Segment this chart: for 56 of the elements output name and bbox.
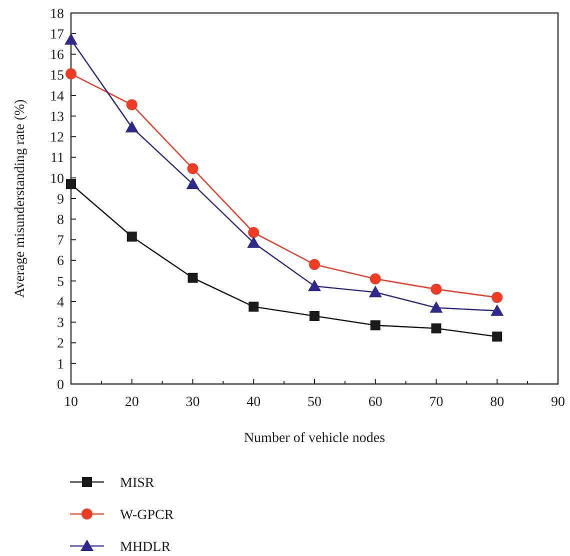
legend-label: MHDLR bbox=[120, 540, 172, 555]
y-tick-label: 16 bbox=[50, 48, 64, 64]
y-tick-label: 10 bbox=[50, 172, 64, 187]
point bbox=[126, 99, 138, 110]
y-axis-title: Average misunderstanding rate (%) bbox=[13, 98, 28, 298]
y-tick-label: 12 bbox=[50, 130, 64, 146]
legend-label: W-GPCR bbox=[120, 508, 174, 523]
x-tick-label: 30 bbox=[186, 395, 200, 410]
y-tick-label: 0 bbox=[57, 378, 64, 393]
point bbox=[310, 310, 320, 321]
y-tick-label: 14 bbox=[50, 89, 64, 104]
x-tick-label: 70 bbox=[429, 395, 444, 410]
point bbox=[248, 302, 259, 312]
x-tick-label: 50 bbox=[308, 395, 322, 410]
point bbox=[492, 292, 503, 303]
x-tick-label: 40 bbox=[246, 395, 261, 410]
y-tick-label: 5 bbox=[57, 274, 64, 290]
y-tick-label: 8 bbox=[57, 213, 64, 228]
point bbox=[66, 179, 76, 190]
point bbox=[430, 301, 443, 313]
point bbox=[490, 304, 504, 316]
x-tick-label: 20 bbox=[124, 395, 139, 410]
x-tick-label: 80 bbox=[490, 395, 504, 410]
point bbox=[187, 163, 198, 174]
y-tick-label: 1 bbox=[57, 357, 64, 372]
point bbox=[492, 332, 502, 342]
point bbox=[430, 284, 442, 295]
point bbox=[125, 120, 138, 132]
point bbox=[368, 286, 382, 298]
y-tick-label: 13 bbox=[50, 110, 64, 125]
point bbox=[248, 227, 260, 238]
y-tick-label: 3 bbox=[57, 316, 64, 332]
x-axis-title: Number of vehicle nodes bbox=[244, 431, 386, 446]
point bbox=[309, 258, 320, 270]
x-tick-label: 60 bbox=[368, 395, 382, 410]
point bbox=[370, 320, 380, 330]
y-tick-label: 6 bbox=[57, 254, 64, 270]
point bbox=[308, 280, 321, 292]
point bbox=[66, 68, 76, 80]
y-tick-label: 18 bbox=[50, 6, 64, 22]
y-tick-label: 2 bbox=[57, 336, 64, 352]
y-tick-label: 7 bbox=[57, 234, 64, 249]
point bbox=[126, 232, 137, 242]
point bbox=[370, 273, 381, 284]
point bbox=[188, 272, 198, 283]
x-tick-label: 90 bbox=[551, 395, 565, 410]
y-tick-label: 4 bbox=[57, 295, 64, 310]
y-tick-label: 11 bbox=[50, 151, 64, 166]
y-tick-label: 9 bbox=[57, 192, 64, 208]
point bbox=[64, 33, 78, 45]
point bbox=[431, 323, 442, 334]
legend-label: MISR bbox=[120, 476, 155, 491]
point bbox=[186, 178, 200, 190]
y-tick-label: 15 bbox=[50, 68, 64, 84]
y-tick-label: 17 bbox=[50, 28, 64, 43]
point bbox=[247, 236, 260, 248]
